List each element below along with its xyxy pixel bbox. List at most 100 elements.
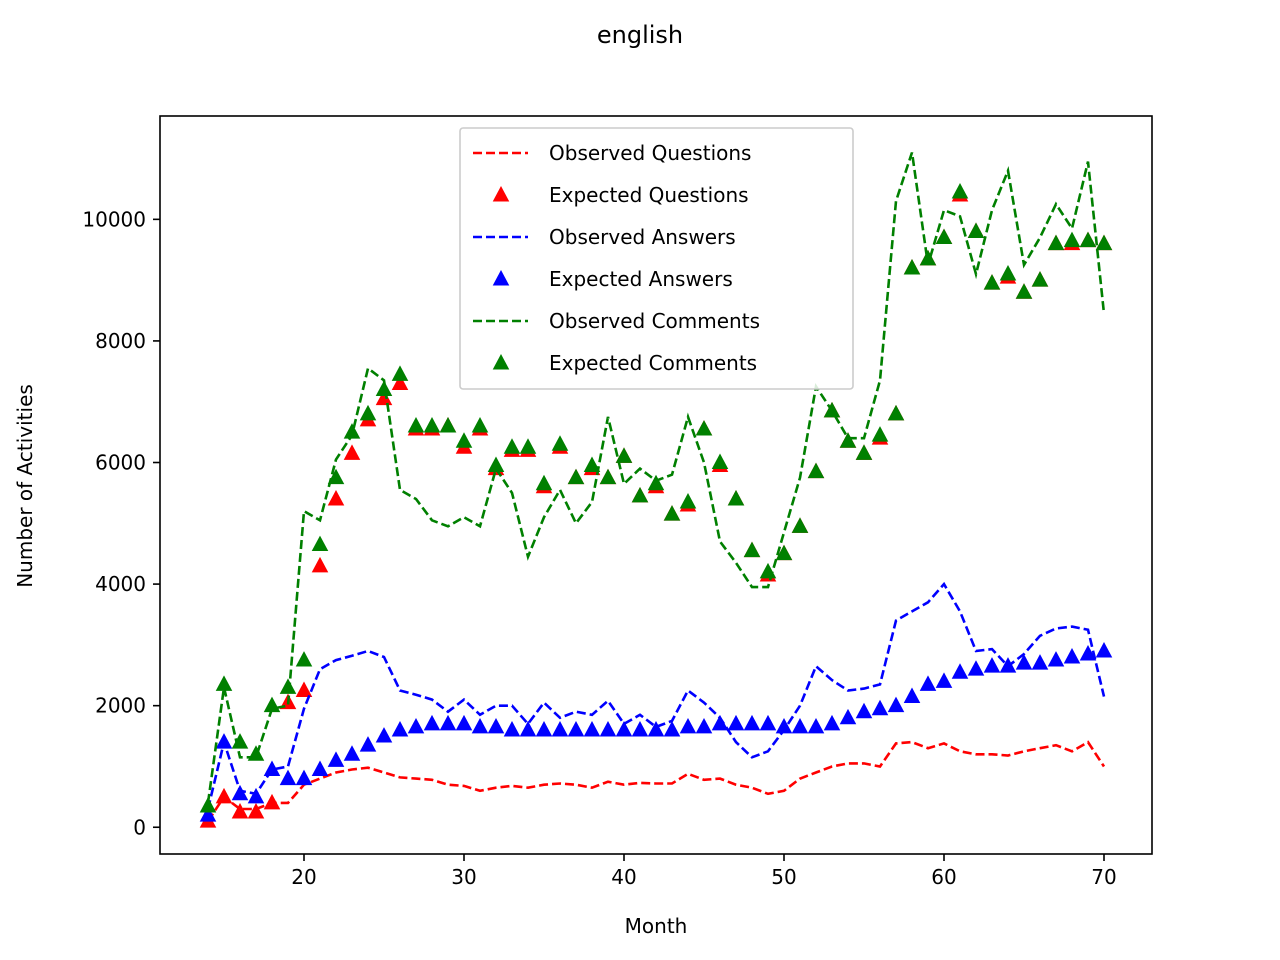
data-point	[743, 541, 761, 558]
data-point	[775, 717, 793, 734]
x-tick-label: 50	[771, 865, 796, 889]
y-tick-label: 6000	[95, 451, 146, 475]
data-point	[279, 769, 297, 786]
x-tick-label: 60	[931, 865, 956, 889]
data-point	[1063, 648, 1081, 664]
data-point	[567, 468, 585, 485]
legend: Observed Questions Expected Questions Obse…	[459, 127, 854, 390]
data-point	[695, 420, 713, 436]
data-point	[1095, 234, 1113, 251]
legend-label: Observed Questions	[549, 141, 751, 165]
data-point	[247, 745, 265, 761]
data-point	[551, 720, 569, 737]
data-point	[935, 228, 953, 245]
data-point	[327, 489, 345, 506]
data-point	[439, 417, 457, 433]
data-point	[247, 803, 265, 819]
data-point	[951, 663, 969, 679]
data-point	[679, 493, 697, 509]
data-point	[631, 486, 649, 503]
data-point	[1047, 234, 1065, 251]
data-point	[343, 423, 361, 439]
data-point	[759, 562, 777, 579]
data-point	[1079, 644, 1097, 661]
y-tick-label: 0	[133, 815, 146, 839]
data-point	[215, 787, 233, 804]
data-point	[1031, 271, 1049, 287]
series-observed-questions	[206, 740, 1106, 822]
data-point	[999, 657, 1017, 673]
y-tick-label: 4000	[95, 572, 146, 596]
data-point	[919, 249, 937, 266]
data-point	[887, 404, 905, 421]
legend-label: Observed Answers	[549, 225, 736, 249]
y-tick-label: 10000	[82, 207, 146, 231]
data-point	[999, 265, 1017, 281]
data-point	[439, 714, 457, 731]
data-point	[615, 447, 633, 463]
data-point	[199, 806, 217, 822]
data-point	[295, 651, 313, 667]
data-point	[647, 720, 665, 737]
data-point	[503, 438, 521, 454]
data-point	[1031, 654, 1049, 670]
data-point	[343, 745, 361, 761]
data-point	[631, 720, 649, 737]
data-point	[519, 720, 537, 737]
data-point	[247, 787, 265, 804]
legend-item-expected-comments: Expected Comments	[492, 351, 757, 375]
data-point	[935, 672, 953, 688]
data-point	[951, 182, 969, 199]
data-point	[839, 708, 857, 725]
data-point	[391, 374, 409, 390]
data-point	[839, 432, 857, 448]
data-point	[1063, 231, 1081, 248]
data-point	[663, 505, 681, 521]
data-point	[583, 720, 601, 737]
data-point	[1015, 283, 1033, 299]
data-point	[903, 687, 921, 704]
plot-frame	[159, 115, 1153, 855]
data-point	[615, 720, 633, 737]
data-point	[887, 696, 905, 713]
data-point	[759, 714, 777, 731]
plot-layer	[199, 152, 1113, 828]
legend-marker-swatch	[492, 270, 510, 286]
data-point	[599, 468, 617, 485]
legend-label: Expected Questions	[549, 183, 749, 207]
data-point	[263, 793, 281, 810]
legend-item-expected-answers: Expected Answers	[492, 267, 733, 291]
data-point	[663, 720, 681, 737]
data-point	[471, 417, 489, 433]
legend-marker-swatch	[492, 354, 510, 370]
y-tick-label: 8000	[95, 329, 146, 353]
data-point	[1047, 651, 1065, 667]
data-point	[295, 769, 313, 786]
data-point	[871, 699, 889, 716]
legend-label: Expected Answers	[549, 267, 733, 291]
data-point	[855, 444, 873, 460]
data-point	[423, 417, 441, 433]
data-point	[695, 717, 713, 734]
data-point	[1015, 654, 1033, 670]
y-axis-title: Number of Activities	[13, 384, 37, 588]
data-point	[423, 714, 441, 731]
data-point	[231, 803, 249, 819]
legend-label: Observed Comments	[549, 309, 760, 333]
data-point	[503, 720, 521, 737]
data-point	[231, 733, 249, 749]
data-point	[855, 702, 873, 719]
data-point	[967, 660, 985, 676]
data-point	[983, 657, 1001, 673]
x-axis-title: Month	[625, 914, 688, 938]
x-tick-label: 70	[1091, 865, 1116, 889]
data-point	[215, 733, 233, 749]
data-point	[263, 760, 281, 776]
data-point	[279, 678, 297, 694]
data-point	[327, 468, 345, 485]
data-point	[487, 717, 505, 734]
data-point	[327, 751, 345, 767]
data-point	[343, 444, 361, 460]
data-point	[599, 720, 617, 737]
